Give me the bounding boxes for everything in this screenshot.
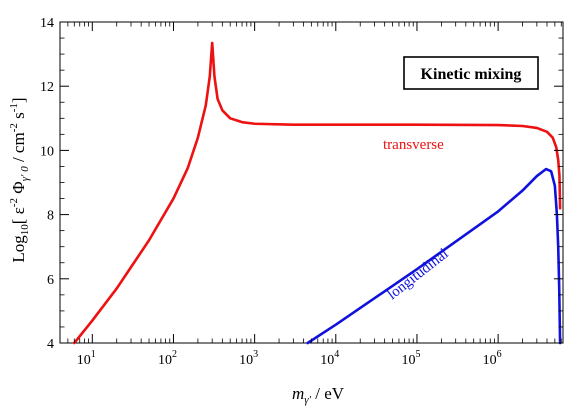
x-tick-label-exp: 1 bbox=[91, 349, 96, 360]
x-tick-label-exp: 3 bbox=[253, 349, 258, 360]
x-axis-title-main: m bbox=[292, 384, 304, 403]
y-axis-title-mid: / cm bbox=[9, 132, 28, 166]
series-label-transverse: transverse bbox=[383, 137, 444, 153]
x-axis-title-sub: γ′ bbox=[304, 394, 311, 406]
y-tick-label: 6 bbox=[47, 273, 54, 288]
y-axis-title: Log10[ ε-2 Φγ′ 0 / cm-2 s-1] bbox=[8, 97, 31, 262]
y-axis-title-phi-sub: γ′ 0 bbox=[19, 166, 31, 181]
x-axis-title-unit: / eV bbox=[311, 384, 345, 403]
y-tick-label: 12 bbox=[40, 80, 54, 95]
x-tick-label-base: 10 bbox=[401, 353, 415, 368]
x-tick-label: 102 bbox=[158, 349, 177, 368]
y-axis-title-phi: Φ bbox=[9, 181, 28, 198]
y-axis-title-cm-exp: -2 bbox=[8, 123, 20, 132]
x-tick-label-base: 10 bbox=[77, 353, 91, 368]
x-tick-label: 101 bbox=[77, 349, 96, 368]
y-tick-label: 8 bbox=[47, 209, 54, 224]
series-label-longitudinal: longitudinal bbox=[385, 246, 452, 303]
x-tick-label: 106 bbox=[483, 349, 502, 368]
y-tick-label: 14 bbox=[40, 16, 54, 31]
x-tick-label: 104 bbox=[320, 349, 339, 368]
y-axis-title-body: [ ε bbox=[9, 207, 28, 224]
x-tick-label-base: 10 bbox=[239, 353, 253, 368]
y-axis-title-eps-exp: -2 bbox=[8, 198, 20, 207]
annotation-text: Kinetic mixing bbox=[421, 66, 522, 83]
y-axis-title-s-exp: -1 bbox=[8, 103, 20, 112]
annotation-box bbox=[403, 56, 539, 90]
y-axis-title-base: 10 bbox=[19, 224, 31, 236]
y-axis-title-prefix: Log bbox=[9, 235, 28, 263]
x-tick-label-exp: 4 bbox=[334, 349, 339, 360]
x-tick-label: 105 bbox=[401, 349, 420, 368]
series-line-transverse bbox=[72, 41, 562, 345]
x-tick-label-base: 10 bbox=[158, 353, 172, 368]
x-tick-label-base: 10 bbox=[320, 353, 334, 368]
x-tick-label-exp: 5 bbox=[415, 349, 420, 360]
x-tick-label-base: 10 bbox=[483, 353, 497, 368]
y-axis-title-close: ] bbox=[9, 97, 28, 103]
x-tick-label-exp: 2 bbox=[172, 349, 177, 360]
y-tick-label: 10 bbox=[40, 144, 54, 159]
x-tick-label-exp: 6 bbox=[497, 349, 502, 360]
y-tick-label: 4 bbox=[47, 337, 54, 352]
y-axis-title-s: s bbox=[9, 112, 28, 123]
x-axis-title: mγ′ / eV bbox=[292, 384, 345, 406]
x-tick-label: 103 bbox=[239, 349, 258, 368]
